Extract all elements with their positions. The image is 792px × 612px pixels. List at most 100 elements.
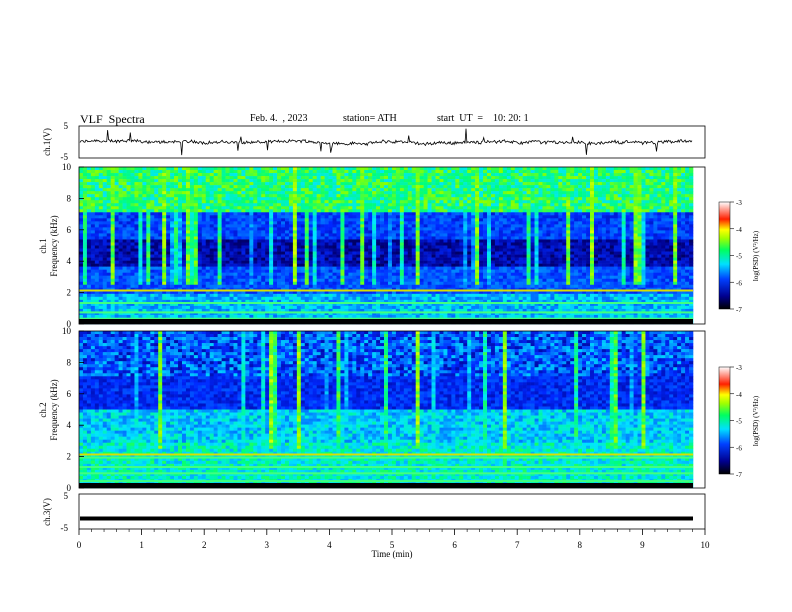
spectrogram-cell (415, 236, 420, 240)
spectrogram-cell (391, 185, 397, 189)
spectrogram-cell (411, 287, 417, 292)
spectrogram-cell (387, 176, 393, 180)
spectrogram-cell (431, 284, 436, 289)
spectrogram-cell (455, 209, 460, 213)
spectrogram-cell (126, 269, 131, 273)
spectrogram-cell (455, 263, 460, 267)
spectrogram-cell (407, 269, 413, 273)
spectrogram-cell (106, 254, 111, 258)
spectrogram-cell (340, 260, 345, 264)
spectrogram-cell (439, 200, 444, 204)
spectrogram-cell (447, 236, 452, 240)
spectrogram-cell (237, 242, 242, 246)
spectrogram-cell (281, 275, 286, 280)
spectrogram-cell (340, 182, 345, 186)
ch1-spectrogram (79, 167, 694, 325)
spectrogram-cell (201, 170, 207, 174)
spectrogram-cell (292, 197, 298, 201)
spectrogram-cell (130, 227, 135, 231)
spectrogram-cell (415, 170, 420, 174)
spectrogram-cell (281, 263, 286, 267)
spectrogram-cell (304, 176, 310, 180)
spectrogram-cell (166, 314, 171, 319)
spectrogram-cell (348, 176, 353, 180)
spectrogram-cell (197, 266, 203, 270)
spectrogram-cell (281, 221, 286, 225)
spectrogram-cell (154, 182, 159, 186)
spectrogram-cell (431, 302, 436, 307)
spectrogram-cell (241, 230, 246, 234)
spectrogram-cell (419, 290, 424, 295)
spectrogram-cell (181, 296, 187, 301)
spectrogram-cell (138, 176, 143, 180)
spectrogram-cell (225, 203, 230, 207)
spectrogram-cell (142, 176, 147, 180)
spectrogram-cell (269, 185, 274, 189)
spectrogram-cell (94, 299, 100, 304)
spectrogram-cell (288, 170, 294, 174)
spectrogram-cell (451, 260, 456, 264)
spectrogram-cell (407, 314, 413, 319)
spectrogram-cell (296, 293, 302, 298)
spectrogram-cell (225, 191, 230, 195)
spectrogram-cell (368, 236, 373, 240)
spectrogram-cell (225, 266, 230, 270)
spectrogram-cell (138, 206, 143, 210)
spectrogram-cell (82, 194, 88, 198)
spectrogram-cell (221, 290, 226, 295)
spectrogram-cell (213, 242, 218, 246)
spectrogram-cell (118, 218, 123, 222)
spectrogram-cell (94, 194, 100, 198)
spectrogram-cell (372, 266, 377, 270)
spectrogram-cell (403, 272, 409, 276)
spectrogram-cell (229, 260, 234, 264)
spectrogram-cell (213, 248, 218, 252)
spectrogram-cell (296, 188, 302, 192)
spectrogram-cell (447, 305, 452, 310)
spectrogram-cell (213, 311, 218, 316)
spectrogram-cell (170, 305, 175, 310)
spectrogram-cell (178, 290, 183, 295)
spectrogram-cell (138, 191, 143, 195)
spectrogram-cell (439, 173, 444, 177)
spectrogram-cell (304, 248, 310, 252)
spectrogram-cell (162, 311, 167, 316)
spectrogram-cell (288, 191, 294, 195)
spectrogram-cell (150, 287, 155, 292)
spectrogram-cell (277, 266, 282, 270)
spectrogram-cell (352, 254, 357, 258)
spectrogram-cell (265, 200, 270, 204)
spectrogram-cell (197, 290, 203, 295)
spectrogram-cell (281, 194, 286, 198)
spectrogram-cell (269, 227, 274, 231)
spectrogram-cell (217, 242, 222, 246)
spectrogram-cell (241, 278, 246, 283)
spectrogram-cell (86, 191, 92, 195)
spectrogram-cell (288, 203, 294, 207)
spectrogram-cell (158, 197, 163, 201)
spectrogram-cell (288, 194, 294, 198)
spectrogram-cell (407, 176, 413, 180)
spectrogram-cell (328, 293, 333, 298)
spectrogram-cell (233, 179, 238, 183)
spectrogram-cell (189, 206, 195, 210)
spectrogram-cell (419, 176, 424, 180)
spectrogram-cell (344, 224, 349, 228)
spectrogram-cell (431, 182, 436, 186)
spectrogram-cell (197, 224, 203, 228)
spectrogram-cell (288, 314, 294, 319)
spectrogram-cell (126, 224, 131, 228)
spectrogram-cell (213, 236, 218, 240)
spectrogram-cell (154, 296, 159, 301)
spectrogram-cell (395, 221, 401, 225)
spectrogram-cell (384, 203, 389, 207)
spectrogram-cell (82, 284, 88, 289)
spectrogram-cell (170, 218, 175, 222)
spectrogram-cell (443, 215, 448, 219)
spectrogram-cell (312, 248, 317, 252)
spectrogram-cell (158, 227, 163, 231)
spectrogram-cell (257, 266, 262, 270)
spectrogram-cell (225, 242, 230, 246)
spectrogram-cell (79, 284, 84, 289)
spectrogram-cell (150, 263, 155, 267)
